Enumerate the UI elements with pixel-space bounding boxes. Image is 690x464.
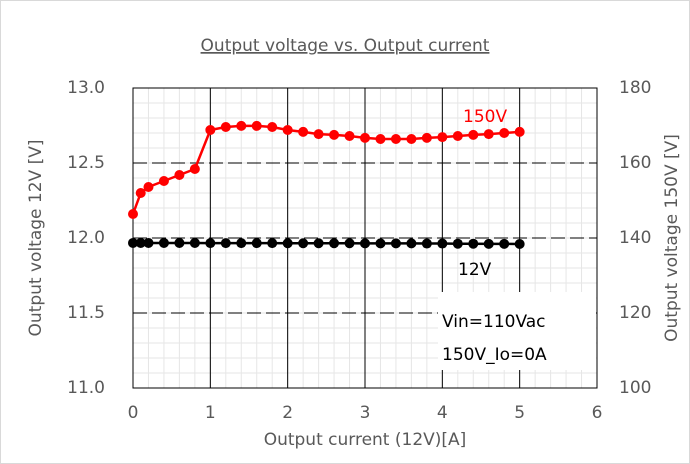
data-point bbox=[313, 238, 324, 249]
y2-tick-label: 120 bbox=[619, 303, 651, 323]
data-point bbox=[437, 238, 448, 249]
data-point bbox=[344, 131, 355, 141]
data-point bbox=[298, 126, 309, 137]
data-point bbox=[313, 129, 324, 140]
data-point bbox=[499, 238, 510, 249]
data-point bbox=[390, 238, 401, 249]
data-point bbox=[236, 238, 247, 249]
series-label: 150V bbox=[463, 107, 507, 127]
data-point bbox=[220, 238, 231, 249]
data-point bbox=[499, 128, 510, 138]
y-tick-label: 12.5 bbox=[67, 153, 105, 173]
data-point bbox=[174, 170, 185, 180]
data-point bbox=[236, 120, 247, 131]
data-point bbox=[251, 120, 262, 131]
y2-axis-label: Output voltage 150V [V] bbox=[662, 134, 682, 342]
y2-tick-label: 160 bbox=[619, 153, 651, 173]
data-point bbox=[329, 238, 340, 249]
data-point bbox=[174, 237, 185, 248]
data-point bbox=[483, 129, 494, 140]
data-point bbox=[329, 129, 340, 140]
data-point bbox=[189, 237, 200, 248]
data-point bbox=[135, 237, 146, 248]
data-point bbox=[143, 237, 154, 248]
x-tick-label: 2 bbox=[282, 403, 293, 423]
data-point bbox=[468, 238, 479, 249]
chart-title: Output voltage vs. Output current bbox=[201, 36, 490, 56]
data-point bbox=[267, 238, 278, 249]
annotation-box bbox=[438, 292, 596, 370]
x-tick-label: 6 bbox=[592, 403, 603, 423]
data-point bbox=[143, 182, 154, 192]
y-tick-label: 11.5 bbox=[67, 303, 105, 323]
data-point bbox=[282, 125, 293, 135]
data-point bbox=[344, 238, 355, 249]
x-tick-label: 0 bbox=[128, 403, 139, 423]
data-point bbox=[468, 129, 479, 140]
y2-tick-label: 140 bbox=[619, 228, 651, 248]
y2-tick-label: 100 bbox=[619, 378, 651, 398]
data-point bbox=[452, 131, 463, 141]
y-tick-label: 13.0 bbox=[67, 78, 105, 98]
data-point bbox=[375, 238, 386, 249]
x-tick-label: 5 bbox=[514, 403, 525, 423]
data-point bbox=[158, 176, 169, 186]
data-point bbox=[514, 239, 525, 249]
data-point bbox=[128, 237, 138, 248]
data-point bbox=[360, 132, 370, 143]
data-point bbox=[406, 134, 417, 144]
data-point bbox=[390, 134, 401, 144]
x-axis-label: Output current (12V)[A] bbox=[264, 430, 467, 450]
data-point bbox=[220, 122, 231, 132]
data-point bbox=[452, 238, 463, 249]
y-axis-label: Output voltage 12V [V] bbox=[26, 140, 46, 337]
y-tick-label: 11.0 bbox=[67, 378, 105, 398]
x-tick-label: 1 bbox=[205, 403, 216, 423]
data-point bbox=[514, 126, 525, 137]
data-point bbox=[360, 238, 370, 249]
data-point bbox=[189, 164, 200, 174]
data-point bbox=[282, 238, 293, 249]
data-point bbox=[421, 238, 432, 249]
data-point bbox=[135, 188, 146, 198]
data-point bbox=[298, 238, 309, 249]
data-point bbox=[406, 238, 417, 249]
x-tick-label: 4 bbox=[437, 403, 448, 423]
data-point bbox=[437, 132, 448, 143]
annotation: Vin=110Vac bbox=[442, 312, 546, 332]
series-label: 12V bbox=[458, 260, 492, 280]
data-point bbox=[251, 238, 262, 249]
data-point bbox=[128, 209, 138, 219]
data-point bbox=[267, 122, 278, 132]
annotation: 150V_Io=0A bbox=[442, 345, 547, 365]
data-point bbox=[421, 132, 432, 143]
data-point bbox=[205, 125, 216, 135]
x-tick-label: 3 bbox=[360, 403, 371, 423]
data-point bbox=[483, 238, 494, 249]
y2-tick-label: 180 bbox=[619, 78, 651, 98]
data-point bbox=[375, 134, 386, 144]
data-point bbox=[205, 238, 216, 249]
data-point bbox=[158, 237, 169, 248]
y-tick-label: 12.0 bbox=[67, 228, 105, 248]
